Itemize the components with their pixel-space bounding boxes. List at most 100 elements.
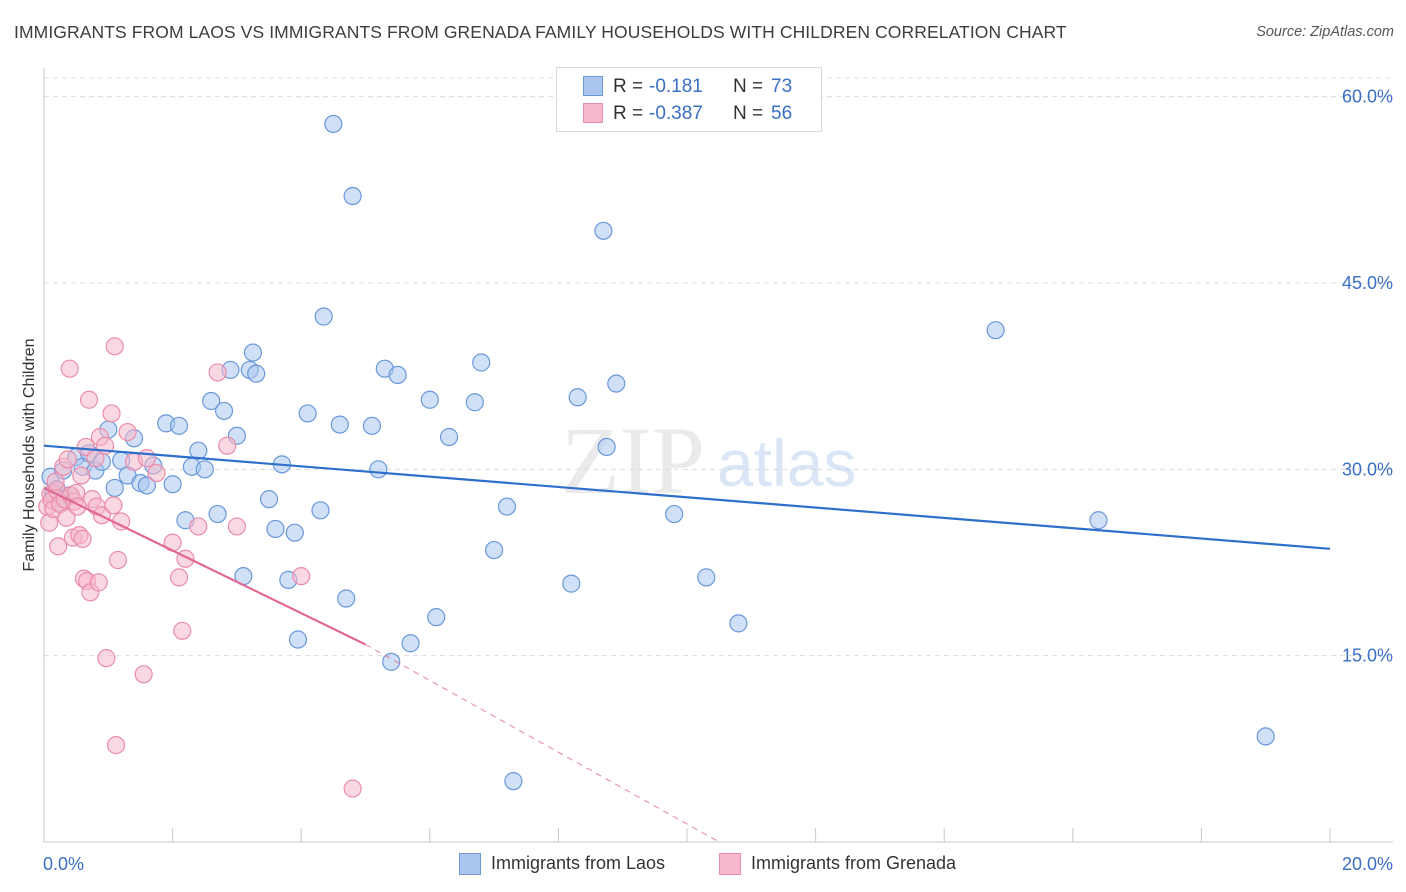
grenada-trend-extension bbox=[365, 643, 720, 843]
grenada-point bbox=[57, 508, 76, 527]
grenada-point bbox=[137, 449, 156, 468]
grenada-point bbox=[169, 568, 189, 587]
laos-point bbox=[465, 393, 484, 412]
laos-point bbox=[1089, 511, 1108, 530]
laos-point bbox=[420, 390, 439, 409]
laos-point bbox=[362, 416, 382, 435]
y-tick-label: 45.0% bbox=[1342, 273, 1393, 293]
grenada-trend-line bbox=[43, 486, 366, 646]
series-laos-points bbox=[41, 114, 1275, 791]
laos-point bbox=[568, 388, 587, 407]
grenada-point bbox=[108, 550, 128, 570]
laos-point bbox=[343, 186, 362, 206]
watermark-atlas-text: atlas bbox=[717, 426, 856, 500]
r-label: R = bbox=[613, 103, 644, 124]
laos-point bbox=[369, 460, 388, 479]
laos-point bbox=[562, 574, 581, 593]
trend-lines bbox=[43, 444, 1331, 843]
grenada-point bbox=[134, 665, 153, 684]
laos-point bbox=[163, 475, 182, 494]
laos-point bbox=[597, 437, 616, 457]
laos-point bbox=[427, 608, 446, 627]
laos-swatch bbox=[459, 853, 481, 875]
y-tick-label: 60.0% bbox=[1342, 87, 1393, 107]
laos-point bbox=[472, 353, 491, 372]
laos-point bbox=[330, 415, 349, 434]
grenada-point bbox=[73, 529, 92, 548]
laos-point bbox=[202, 391, 221, 411]
laos-point bbox=[607, 374, 626, 393]
r-label: R = bbox=[613, 76, 644, 97]
laos-point bbox=[266, 519, 285, 539]
grenada-point bbox=[79, 390, 99, 409]
laos-point bbox=[697, 568, 716, 587]
laos-swatch bbox=[583, 76, 603, 96]
grenada-point bbox=[118, 422, 137, 442]
laos-point bbox=[504, 772, 523, 791]
laos-point bbox=[337, 589, 356, 608]
legend-label-grenada: Immigrants from Grenada bbox=[751, 853, 957, 873]
laos-trend-line bbox=[43, 444, 1331, 550]
grenada-point bbox=[343, 779, 362, 798]
grenada-point bbox=[97, 649, 116, 668]
laos-point bbox=[247, 364, 266, 383]
laos-point bbox=[243, 343, 263, 362]
grenada-point bbox=[208, 363, 227, 382]
laos-point bbox=[105, 478, 124, 498]
grenada-point bbox=[58, 450, 77, 469]
axes bbox=[43, 68, 1393, 843]
x-tick-label-min: 0.0% bbox=[43, 854, 84, 874]
laos-point bbox=[401, 634, 420, 653]
grenada-point bbox=[218, 436, 237, 455]
laos-point bbox=[137, 476, 156, 495]
grenada-point bbox=[72, 466, 91, 485]
x-tick-label-max: 20.0% bbox=[1342, 854, 1393, 874]
grenada-point bbox=[292, 567, 311, 586]
tick-labels: 0.0% 20.0% 15.0% 30.0% 45.0% 60.0% bbox=[43, 87, 1393, 874]
laos-point bbox=[208, 504, 227, 524]
laos-point bbox=[594, 221, 613, 240]
laos-point bbox=[388, 365, 407, 385]
grenada-point bbox=[89, 573, 108, 592]
legend-label-laos: Immigrants from Laos bbox=[491, 853, 666, 873]
r-value: -0.181 bbox=[649, 76, 703, 97]
laos-point bbox=[195, 460, 214, 479]
laos-point bbox=[729, 614, 748, 633]
laos-point bbox=[1256, 727, 1275, 746]
laos-point bbox=[497, 497, 517, 516]
chart-title: IMMIGRANTS FROM LAOS VS IMMIGRANTS FROM … bbox=[14, 22, 1067, 42]
laos-point bbox=[288, 630, 308, 649]
laos-point bbox=[285, 523, 304, 542]
n-value: 73 bbox=[771, 76, 793, 97]
grenada-point bbox=[102, 404, 121, 423]
y-tick-label: 30.0% bbox=[1342, 459, 1393, 479]
laos-point bbox=[324, 114, 343, 134]
source-credit: Source: ZipAtlas.com bbox=[1256, 24, 1394, 40]
laos-point bbox=[314, 307, 333, 326]
laos-point bbox=[298, 404, 317, 423]
correlation-legend: R = -0.181 N = 73 R = -0.387 N = 56 bbox=[556, 67, 822, 132]
laos-point bbox=[214, 401, 234, 421]
grenada-point bbox=[227, 517, 246, 536]
laos-point bbox=[382, 652, 401, 671]
n-label: N = bbox=[733, 76, 764, 97]
grenada-swatch bbox=[583, 103, 603, 123]
laos-point bbox=[311, 501, 330, 520]
grenada-swatch bbox=[719, 853, 741, 875]
laos-point bbox=[169, 416, 189, 435]
laos-point bbox=[665, 504, 684, 524]
r-value: -0.387 bbox=[649, 103, 703, 124]
grenada-point bbox=[189, 517, 208, 536]
grenada-point bbox=[104, 496, 123, 515]
y-tick-label: 15.0% bbox=[1342, 646, 1393, 666]
grenada-point bbox=[147, 463, 166, 483]
grenada-point bbox=[106, 736, 126, 755]
laos-point bbox=[259, 490, 279, 509]
series-legend: Immigrants from Laos Immigrants from Gre… bbox=[0, 852, 1406, 878]
laos-point bbox=[439, 427, 459, 447]
grenada-point bbox=[49, 537, 68, 556]
n-label: N = bbox=[733, 103, 764, 124]
grenada-point bbox=[46, 472, 65, 491]
n-value: 56 bbox=[771, 103, 793, 124]
